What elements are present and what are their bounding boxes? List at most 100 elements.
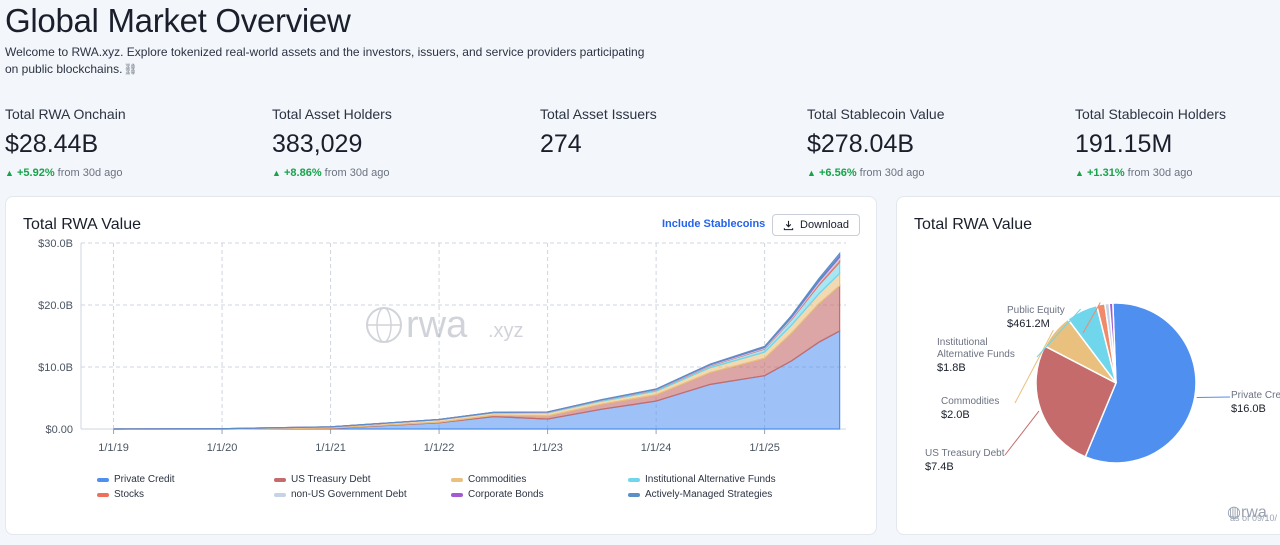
stat-change-pct: +5.92% [16,167,55,179]
legend-item[interactable]: non-US Government Debt [274,489,407,500]
pie-slice-other-2 [1108,302,1117,384]
stat-change-pct: +8.86% [283,167,322,179]
pie-leader-line [1014,329,1054,404]
rwa-value-area-card: Total RWA Value Include Stablecoins Down… [5,196,877,535]
pie-label: Private Cre [1231,390,1280,401]
x-tick-label: 1/1/21 [315,442,346,454]
legend-label: Institutional Alternative Funds [645,474,776,485]
legend-swatch [451,492,463,497]
area-chart[interactable]: $0.00 $10.0B $20.0B $30.0B 1/1/19 1/1/20 1/1/2… [6,233,878,503]
stat-change: ▲ +5.92% from 30d ago [5,167,255,179]
stat-label: Total RWA Onchain [5,106,126,122]
pie-label: Institutional [937,337,988,348]
x-tick-label: 1/1/24 [641,442,672,454]
stat-label: Total Stablecoin Holders [1075,106,1226,122]
legend-label: Commodities [468,474,527,485]
watermark-text: rwa [1240,504,1267,521]
stat-change-pct: +1.31% [1086,167,1125,179]
legend-label: Stocks [114,489,145,500]
download-label: Download [800,219,849,231]
stat-label: Total Asset Holders [272,106,392,122]
x-tick-label: 1/1/22 [424,442,455,454]
stat-change-suffix: from 30d ago [859,167,925,179]
watermark-text: rwa [406,304,468,346]
include-stablecoins-toggle[interactable]: Include Stablecoins [662,218,766,230]
up-arrow-icon: ▲ [5,168,14,178]
stat-change-suffix: from 30d ago [324,167,390,179]
pie-slice-private-credit [1084,302,1197,464]
y-tick-label: $20.0B [38,300,73,312]
watermark-suffix: .xyz [488,320,524,342]
legend-swatch [274,492,286,497]
globe-meridian [376,307,392,343]
pie-value-label: $1.8B [937,362,966,374]
intro-text: Welcome to RWA.xyz. Explore tokenized re… [5,44,645,79]
pie-value-label: $2.0B [941,409,970,421]
legend-item[interactable]: Private Credit [97,474,175,485]
stat-value: 274 [540,130,582,158]
legend-swatch [97,492,109,497]
download-button[interactable]: Download [772,214,860,236]
x-tick-label: 1/1/23 [532,442,563,454]
x-tick-label: 1/1/20 [207,442,238,454]
legend-item[interactable]: Stocks [97,489,144,500]
card-title: Total RWA Value [23,216,141,233]
legend-label: US Treasury Debt [291,474,371,485]
y-tick-label: $0.00 [45,424,73,436]
rwa-watermark-small: ◍rwa [1227,502,1267,522]
x-tick-label: 1/1/19 [98,442,129,454]
intro-body: Welcome to RWA.xyz. Explore tokenized re… [5,45,645,76]
up-arrow-icon: ▲ [1075,168,1084,178]
stat-label: Total Asset Issuers [540,106,657,122]
legend-swatch [274,477,286,482]
legend-label: Corporate Bonds [468,489,544,500]
up-arrow-icon: ▲ [807,168,816,178]
area-series-actively-managed-strategies [113,251,841,430]
pie-slice-us-treasury-debt [1035,345,1117,458]
as-of-date: as of 09/10/ [1230,513,1278,523]
pie-value-label: $7.4B [925,461,954,473]
legend-item[interactable]: Institutional Alternative Funds [628,474,776,485]
x-tick-label: 1/1/25 [749,442,780,454]
legend-swatch [628,477,640,482]
stat-value: 383,029 [272,130,363,158]
pie-leader-line [1082,302,1101,334]
y-tick-label: $10.0B [38,362,73,374]
globe-icon: ◍ [1227,504,1241,521]
stat-change-pct: +6.56% [818,167,857,179]
legend-item[interactable]: Corporate Bonds [451,489,544,500]
download-icon [783,220,794,230]
stat-label: Total Stablecoin Value [807,106,945,122]
pie-label: Commodities [941,396,999,407]
pie-label: Alternative Funds [937,349,1015,360]
legend-item[interactable]: US Treasury Debt [274,474,370,485]
stat-change: ▲ +8.86% from 30d ago [272,167,522,179]
stat-total-asset-holders: Total Asset Holders 383,029 ▲ +8.86% fro… [272,106,522,179]
stat-total-stablecoin-holders: Total Stablecoin Holders 191.15M ▲ +1.31… [1075,106,1280,179]
globe-icon [366,307,402,343]
legend-label: non-US Government Debt [291,489,407,500]
stat-change-suffix: from 30d ago [1127,167,1193,179]
legend-swatch [97,477,109,482]
legend-item[interactable]: Actively-Managed Strategies [628,489,772,500]
pie-chart[interactable]: Private Cre $16.0B US Treasury Debt $7.4B Co… [897,237,1280,537]
stat-value: 191.15M [1075,130,1173,158]
stat-change: ▲ +1.31% from 30d ago [1075,167,1280,179]
pie-value-label: $16.0B [1231,403,1266,415]
stat-value: $28.44B [5,130,99,158]
pie-leader-line [1004,410,1040,456]
pie-value-label: $461.2M [1007,318,1050,330]
pie-label: Public Equity [1007,305,1065,316]
legend-label: Actively-Managed Strategies [645,489,773,500]
legend-swatch [628,492,640,497]
pie-label: US Treasury Debt [925,448,1005,459]
legend-swatch [451,477,463,482]
legend-label: Private Credit [114,474,175,485]
legend-item[interactable]: Commodities [451,474,526,485]
stat-total-stablecoin-value: Total Stablecoin Value $278.04B ▲ +6.56%… [807,106,1057,179]
stat-change-suffix: from 30d ago [57,167,123,179]
link-icon[interactable]: ⛓ [123,64,138,76]
card-title: Total RWA Value [914,216,1032,233]
rwa-watermark: rwa .xyz [366,304,524,346]
up-arrow-icon: ▲ [272,168,281,178]
